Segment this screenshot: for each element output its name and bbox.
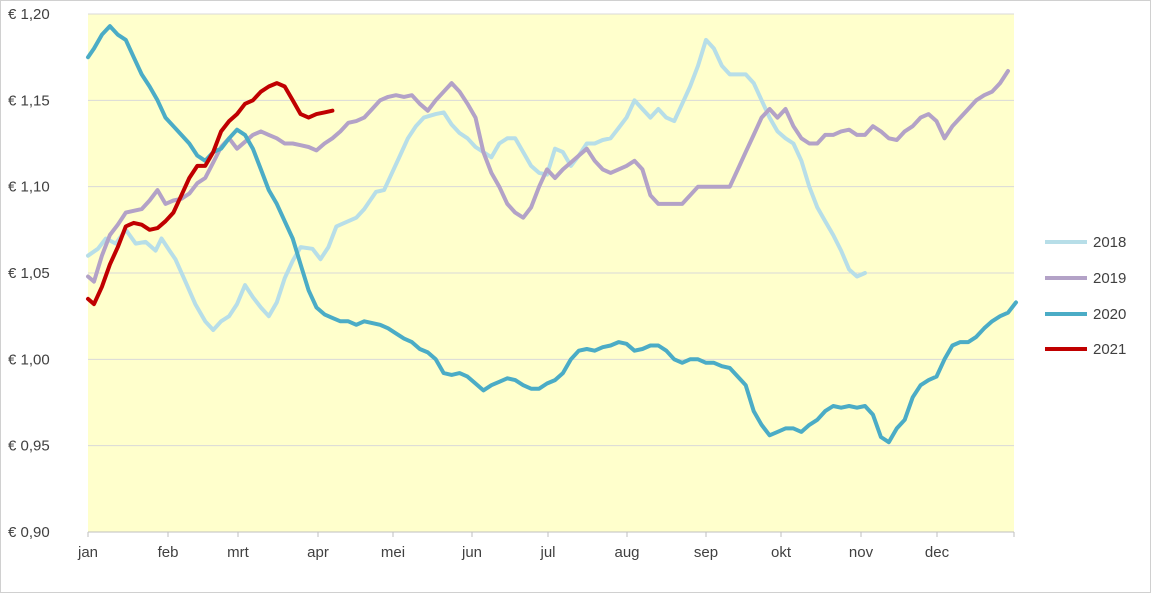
y-tick-label: € 1,05 bbox=[8, 265, 50, 282]
x-tick-label-jul: jul bbox=[539, 544, 555, 561]
series-line-2019 bbox=[86, 69, 1010, 284]
x-tick-label-aug: aug bbox=[614, 544, 639, 561]
x-tick-label-jun: jun bbox=[461, 544, 482, 561]
series-line-2021 bbox=[86, 81, 335, 307]
legend-label-2018: 2018 bbox=[1093, 234, 1126, 251]
y-tick-label: € 1,20 bbox=[8, 6, 50, 23]
series-line-2018 bbox=[86, 37, 867, 332]
y-tick-label: € 1,10 bbox=[8, 179, 50, 196]
x-tick-label-dec: dec bbox=[925, 544, 950, 561]
y-tick-label: € 0,90 bbox=[8, 524, 50, 541]
x-tick-label-jan: jan bbox=[77, 544, 98, 561]
legend-label-2020: 2020 bbox=[1093, 306, 1126, 323]
x-tick-label-mrt: mrt bbox=[227, 544, 249, 561]
x-tick-label-apr: apr bbox=[307, 544, 329, 561]
series-line-2020 bbox=[86, 24, 1018, 445]
x-axis bbox=[87, 531, 1015, 537]
x-tick-label-sep: sep bbox=[694, 544, 718, 561]
gridlines bbox=[88, 13, 1014, 447]
legend-label-2021: 2021 bbox=[1093, 341, 1126, 358]
x-tick-label-mei: mei bbox=[381, 544, 405, 561]
y-tick-label: € 0,95 bbox=[8, 438, 50, 455]
series-lines bbox=[86, 24, 1018, 445]
y-tick-label: € 1,15 bbox=[8, 92, 50, 109]
y-tick-label: € 1,00 bbox=[8, 351, 50, 368]
y-axis-labels: € 1,20 € 1,15 € 1,10 € 1,05 € 1,00 € 0,95 € 0,… bbox=[8, 6, 50, 541]
x-axis-labels: jan feb mrt apr mei jun jul aug sep okt nov dec bbox=[77, 544, 950, 561]
x-tick-label-feb: feb bbox=[158, 544, 179, 561]
legend: 2018 2019 2020 2021 bbox=[1045, 234, 1126, 358]
x-tick-label-okt: okt bbox=[771, 544, 792, 561]
x-tick-label-nov: nov bbox=[849, 544, 874, 561]
legend-label-2019: 2019 bbox=[1093, 270, 1126, 287]
